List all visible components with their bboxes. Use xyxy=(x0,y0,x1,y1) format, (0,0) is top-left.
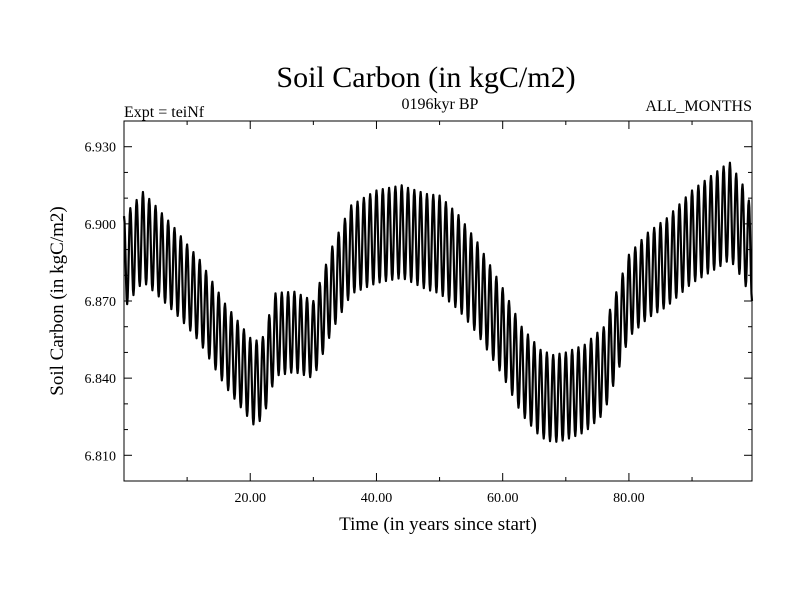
series-line-0 xyxy=(122,161,754,443)
x-tick-label: 80.00 xyxy=(613,491,645,506)
y-tick-label: 6.870 xyxy=(85,295,117,310)
y-axis-label: Soil Carbon (in kgC/m2) xyxy=(47,206,68,395)
axis-ticks: 6.810 6.840 6.870 6.900 6.930 20.00 40.00 60.00… xyxy=(85,121,752,506)
x-axis-label: Time (in years since start) xyxy=(339,514,537,535)
x-tick-label: 60.00 xyxy=(487,491,519,506)
plot-area xyxy=(122,161,754,443)
y-tick-label: 6.900 xyxy=(85,218,117,233)
x-tick-label: 20.00 xyxy=(234,491,266,506)
chart-title: Soil Carbon (in kgC/m2) xyxy=(276,61,575,94)
chart-subtitle-right: ALL_MONTHS xyxy=(645,98,752,115)
chart-subtitle-center: 0196kyr BP xyxy=(402,96,479,113)
x-tick-label: 40.00 xyxy=(361,491,393,506)
y-tick-label: 6.840 xyxy=(85,372,117,387)
y-tick-label: 6.930 xyxy=(85,141,117,156)
chart-subtitle-left: Expt = teiNf xyxy=(124,104,205,121)
y-tick-label: 6.810 xyxy=(85,449,117,464)
